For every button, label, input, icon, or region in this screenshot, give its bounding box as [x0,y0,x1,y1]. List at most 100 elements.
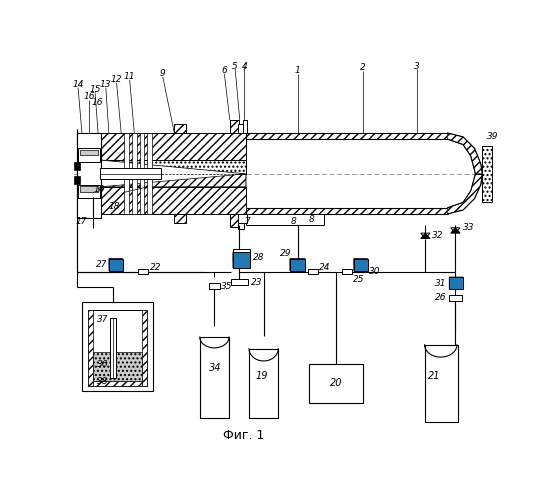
Text: 29: 29 [280,250,291,258]
Text: 21: 21 [428,371,441,381]
Polygon shape [100,160,246,187]
Text: 26: 26 [436,293,447,302]
Polygon shape [451,228,460,233]
Bar [231,279,248,285]
Bar [78,185,100,199]
Bar [230,214,239,227]
Text: 34: 34 [209,363,221,373]
Bar [79,150,98,155]
Bar [138,269,148,274]
Bar [77,133,101,218]
Text: 33: 33 [463,223,475,232]
Bar [74,176,81,184]
Bar [449,277,463,289]
Bar [140,133,144,214]
Bar [249,349,278,418]
Text: 10: 10 [94,185,105,194]
Bar [230,120,239,133]
Bar [449,295,461,301]
Bar [110,318,116,378]
Text: 16: 16 [83,92,94,101]
Polygon shape [109,258,123,264]
Polygon shape [451,228,460,233]
Polygon shape [142,310,147,386]
Bar [79,186,98,192]
Text: 27: 27 [96,260,107,269]
Polygon shape [354,264,368,271]
Polygon shape [93,381,142,386]
Text: 16: 16 [91,98,103,107]
Text: 18: 18 [109,202,120,211]
Bar [309,364,363,403]
Text: 6: 6 [221,66,227,75]
Bar [78,148,100,162]
Bar [243,120,247,133]
Text: 8: 8 [291,217,296,226]
Text: 24: 24 [319,262,331,271]
Bar [174,124,186,133]
Bar [82,302,153,391]
Text: 1: 1 [295,66,300,75]
Polygon shape [88,310,93,386]
Text: 35: 35 [221,282,233,291]
Text: 2: 2 [360,63,366,72]
Polygon shape [421,233,430,239]
Text: 36: 36 [97,360,108,369]
Text: 23: 23 [251,278,262,287]
Text: 7: 7 [245,217,251,226]
Text: 12: 12 [111,75,123,84]
Bar [238,223,243,229]
Polygon shape [233,260,250,268]
Bar [238,214,247,223]
Text: 13: 13 [100,80,112,89]
Text: 22: 22 [150,262,161,271]
Text: 3: 3 [414,61,420,70]
Bar [246,214,325,226]
Text: 25: 25 [353,275,364,284]
Text: 17: 17 [76,217,87,226]
Bar [209,283,220,289]
Bar [147,133,152,214]
Bar [100,169,161,179]
Bar [290,258,305,271]
Polygon shape [449,277,463,283]
Text: 31: 31 [436,278,447,288]
Text: 30: 30 [369,267,381,276]
Text: 5: 5 [232,61,238,70]
Text: 15: 15 [89,85,101,94]
Text: 39: 39 [487,132,499,141]
Bar [482,146,492,202]
Bar [93,352,142,381]
Polygon shape [100,133,246,160]
Text: 38: 38 [97,377,108,386]
Text: Фиг. 1: Фиг. 1 [223,429,264,442]
Bar [124,133,129,214]
Polygon shape [448,133,482,174]
Polygon shape [354,258,368,264]
Text: 11: 11 [124,72,135,81]
Polygon shape [100,187,246,214]
Polygon shape [246,208,448,214]
Text: 28: 28 [253,253,264,262]
Text: 8: 8 [309,215,315,224]
Bar [307,269,317,274]
Polygon shape [109,264,123,271]
Bar [424,345,458,422]
Text: 32: 32 [432,231,443,240]
Text: 20: 20 [330,378,342,388]
Text: 14: 14 [72,80,84,89]
Bar [200,337,229,418]
Bar [342,269,352,274]
Polygon shape [290,264,305,271]
Text: 37: 37 [97,315,108,324]
Polygon shape [449,283,463,289]
Text: 4: 4 [242,61,247,70]
Bar [132,133,136,214]
Text: 9: 9 [160,69,166,78]
Bar [74,162,81,170]
Bar [238,124,243,133]
Polygon shape [233,252,250,268]
Polygon shape [246,133,448,139]
Bar [354,258,368,271]
Polygon shape [100,160,246,187]
